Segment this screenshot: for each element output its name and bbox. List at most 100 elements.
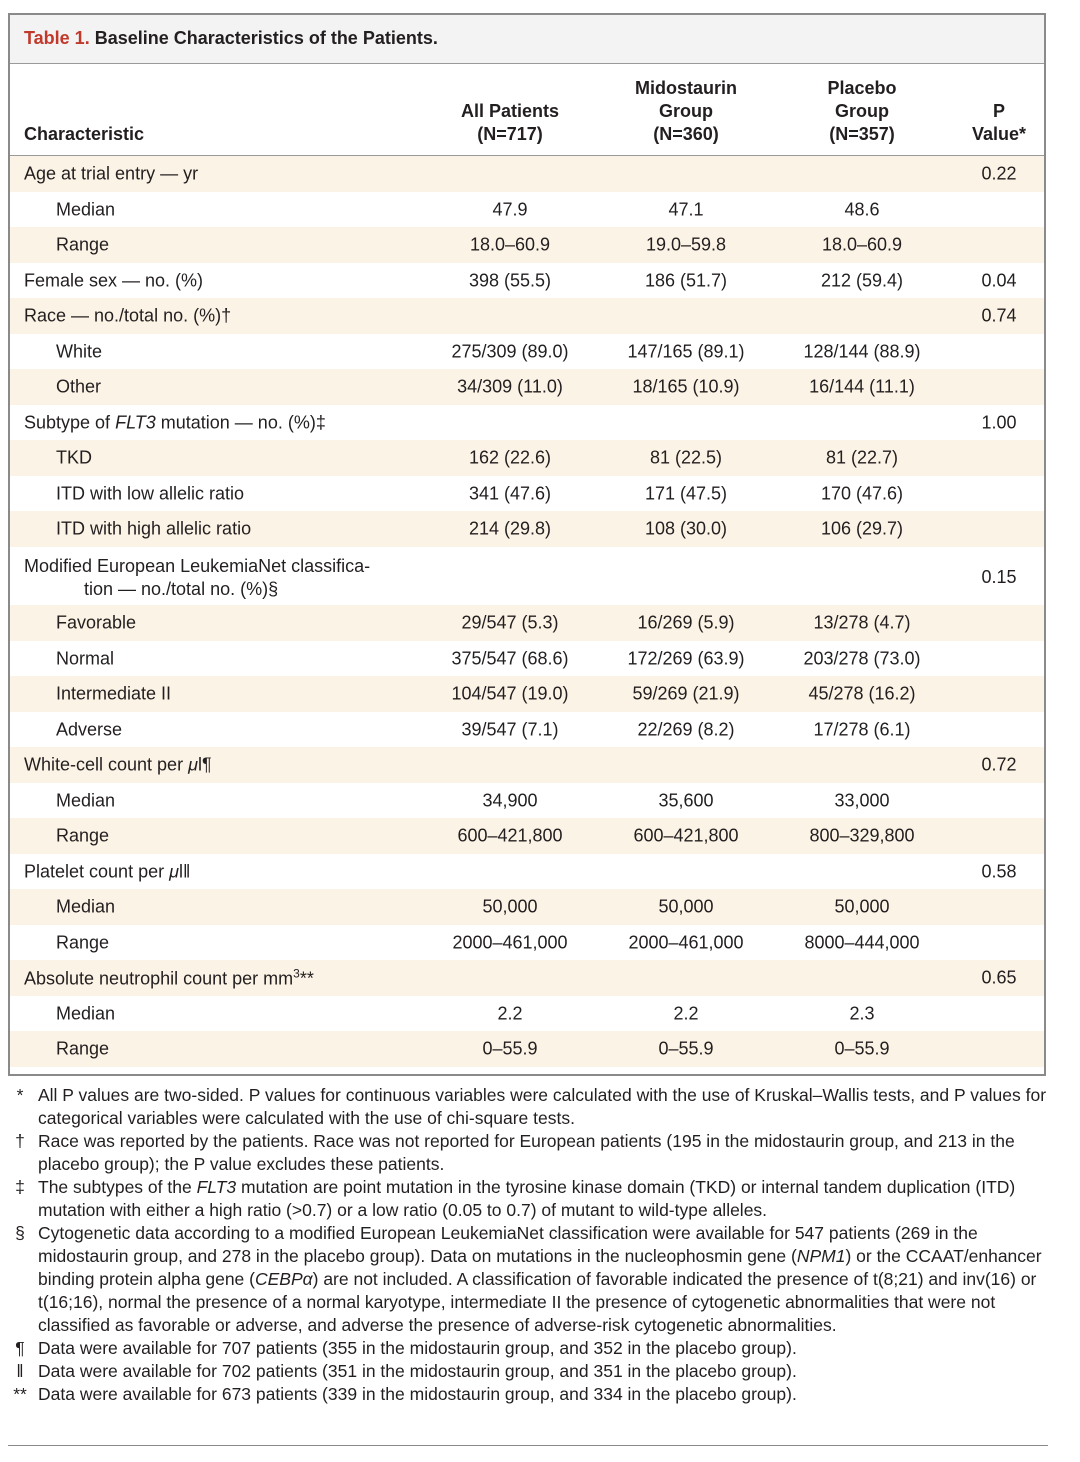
table-row: Median 50,000 50,000 50,000 xyxy=(10,889,1044,925)
all-value: 2.2 xyxy=(497,1003,523,1023)
table-row: TKD 162 (22.6) 81 (22.5) 81 (22.7) xyxy=(10,440,1044,476)
row-label: Subtype of FLT3 mutation — no. (%)‡ xyxy=(24,412,326,433)
placebo-value: 45/278 (16.2) xyxy=(808,683,916,704)
all-value: 0–55.9 xyxy=(482,1038,538,1059)
placebo-value: 18.0–60.9 xyxy=(821,234,903,255)
midostaurin-value: 172/269 (63.9) xyxy=(627,648,745,668)
footnote-text: All P values are two-sided. P values for… xyxy=(38,1085,1047,1128)
superscript: 3 xyxy=(293,966,300,981)
all-value: 214 (29.8) xyxy=(468,518,552,539)
row-label: Range xyxy=(56,1038,110,1059)
footnote: ‖ Data were available for 702 patients (… xyxy=(8,1360,1048,1383)
all-value: 18.0–60.9 xyxy=(469,234,551,255)
table-row: Favorable 29/547 (5.3) 16/269 (5.9) 13/2… xyxy=(10,605,1044,641)
placebo-value: 128/144 (88.9) xyxy=(803,341,921,361)
unit-symbol: μ xyxy=(188,754,198,775)
text-part: mutation are point mutation in the tyros… xyxy=(38,1177,1016,1220)
table-row: Range 0–55.9 0–55.9 0–55.9 xyxy=(10,1031,1044,1067)
placebo-value: 800–329,800 xyxy=(809,825,915,846)
midostaurin-value: 2000–461,000 xyxy=(628,932,744,952)
header-p-value: P Value* xyxy=(954,100,1044,146)
label-text: Subtype of xyxy=(24,412,116,432)
midostaurin-value: 22/269 (8.2) xyxy=(637,719,735,739)
header-placebo: Placebo Group (N=357) xyxy=(772,77,952,146)
row-label: Range xyxy=(56,932,110,952)
placebo-value: 17/278 (6.1) xyxy=(813,719,911,739)
header-mido-line2: Group xyxy=(659,101,713,121)
row-label: White xyxy=(56,341,103,361)
text-part: The subtypes of the xyxy=(38,1177,197,1197)
header-mido-line3: (N=360) xyxy=(653,124,719,144)
table-row: Range 18.0–60.9 19.0–59.8 18.0–60.9 xyxy=(10,227,1044,263)
row-label: ITD with high allelic ratio xyxy=(56,518,252,539)
all-value: 47.9 xyxy=(492,199,528,219)
p-value: 0.22 xyxy=(981,163,1017,184)
midostaurin-value: 59/269 (21.9) xyxy=(632,683,740,704)
footnote-symbol: ‖ xyxy=(16,1361,24,1381)
row-label: Median xyxy=(56,1003,116,1023)
header-divider xyxy=(10,155,1044,156)
label-text: ** xyxy=(299,968,314,989)
footnote: ‡ The subtypes of the FLT3 mutation are … xyxy=(8,1176,1048,1222)
row-label: White-cell count per μl¶ xyxy=(24,755,212,776)
midostaurin-value: 2.2 xyxy=(673,1003,699,1023)
header-midostaurin: Midostaurin Group (N=360) xyxy=(596,77,776,146)
row-label: Female sex — no. (%) xyxy=(24,270,204,290)
label-line-1: Modified European LeukemiaNet classifica… xyxy=(24,556,371,576)
footnote-symbol: § xyxy=(15,1223,25,1243)
row-label: Absolute neutrophil count per mm3** xyxy=(24,967,314,990)
row-label: Median xyxy=(56,199,116,219)
header-placebo-line2: Group xyxy=(835,101,889,121)
row-label: Normal xyxy=(56,648,115,668)
footnotes: * All P values are two-sided. P values f… xyxy=(8,1084,1048,1406)
p-value: 0.72 xyxy=(981,754,1017,775)
text-part: Cytogenetic data according to a modified… xyxy=(38,1223,978,1266)
header-all-line2: (N=717) xyxy=(477,124,543,144)
p-value: 0.04 xyxy=(981,270,1017,290)
midostaurin-value: 186 (51.7) xyxy=(644,270,728,290)
footnote-symbol: † xyxy=(15,1131,25,1151)
baseline-table: Table 1. Baseline Characteristics of the… xyxy=(8,13,1046,1076)
gene-name: CEBPα xyxy=(254,1269,313,1289)
table-row: Other 34/309 (11.0) 18/165 (10.9) 16/144… xyxy=(10,369,1044,405)
text-part: ) are not included. A classification of … xyxy=(38,1269,1037,1335)
header-p-line1: P xyxy=(992,101,1005,121)
header-characteristic: Characteristic xyxy=(24,124,145,144)
placebo-value: 81 (22.7) xyxy=(825,447,899,468)
midostaurin-value: 147/165 (89.1) xyxy=(627,341,745,361)
row-label: Range xyxy=(56,234,110,255)
table-row: Range 600–421,800 600–421,800 800–329,80… xyxy=(10,818,1044,854)
row-label: Intermediate II xyxy=(56,683,172,704)
table-row: Range 2000–461,000 2000–461,000 8000–444… xyxy=(10,925,1044,960)
header-mido-line1: Midostaurin xyxy=(635,78,737,98)
gene-name: FLT3 xyxy=(196,1177,237,1197)
table-title-text: Baseline Characteristics of the Patients… xyxy=(94,28,438,48)
placebo-value: 106 (29.7) xyxy=(820,518,904,539)
midostaurin-value: 600–421,800 xyxy=(633,825,739,846)
header-all-line1: All Patients xyxy=(460,101,560,121)
placebo-value: 2.3 xyxy=(849,1003,875,1023)
midostaurin-value: 81 (22.5) xyxy=(649,447,723,468)
midostaurin-value: 19.0–59.8 xyxy=(645,234,727,255)
all-value: 104/547 (19.0) xyxy=(451,683,569,704)
midostaurin-value: 47.1 xyxy=(668,199,704,219)
placebo-value: 8000–444,000 xyxy=(804,932,920,952)
table-row: Median 2.2 2.2 2.3 xyxy=(10,996,1044,1031)
all-value: 39/547 (7.1) xyxy=(461,719,559,739)
midostaurin-value: 18/165 (10.9) xyxy=(632,376,740,397)
placebo-value: 48.6 xyxy=(844,199,880,219)
all-value: 600–421,800 xyxy=(457,825,563,846)
placebo-value: 50,000 xyxy=(834,896,890,917)
midostaurin-value: 108 (30.0) xyxy=(644,518,728,539)
midostaurin-value: 171 (47.5) xyxy=(644,483,728,503)
header-placebo-line1: Placebo xyxy=(827,78,897,98)
header-placebo-line3: (N=357) xyxy=(829,124,895,144)
all-value: 2000–461,000 xyxy=(452,932,568,952)
all-value: 50,000 xyxy=(482,896,538,917)
table-row: Modified European LeukemiaNet classifica… xyxy=(10,547,1044,605)
all-value: 34,900 xyxy=(482,790,538,810)
p-value: 1.00 xyxy=(981,412,1017,432)
footnote-text: Race was reported by the patients. Race … xyxy=(38,1131,1015,1174)
footnote-text: The subtypes of the FLT3 mutation are po… xyxy=(38,1177,1015,1220)
row-label: Race — no./total no. (%)† xyxy=(24,305,232,326)
